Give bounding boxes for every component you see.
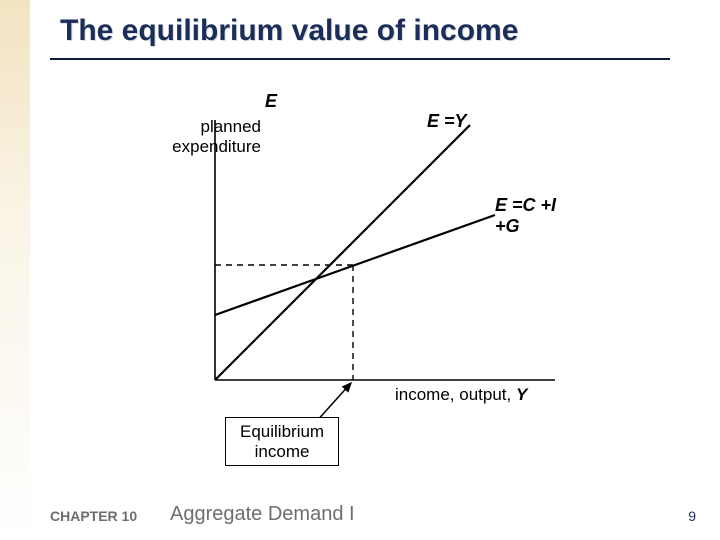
decorative-left-stripe bbox=[0, 0, 30, 540]
footer-title: Aggregate Demand I bbox=[170, 503, 355, 526]
y-axis-description: planned expenditure bbox=[165, 117, 261, 156]
x-axis-text: income, output, bbox=[395, 385, 516, 404]
label-45-line: E =Y bbox=[427, 111, 467, 132]
planned-line2: expenditure bbox=[172, 137, 261, 156]
label-expenditure-line: E =C +I +G bbox=[495, 195, 575, 237]
keynesian-cross-diagram: E planned expenditure E =Y E =C +I +G in… bbox=[195, 95, 575, 405]
callout-line1: Equilibrium bbox=[240, 422, 324, 441]
equilibrium-callout: Equilibrium income bbox=[225, 417, 339, 466]
callout-line2: income bbox=[255, 442, 310, 461]
planned-expenditure-line bbox=[215, 215, 495, 315]
y-axis-variable-label: E bbox=[265, 91, 277, 112]
title-underline bbox=[50, 58, 670, 60]
x-axis-label: income, output, Y bbox=[395, 385, 527, 405]
page-number: 9 bbox=[688, 508, 696, 524]
line-45-degree bbox=[215, 125, 470, 380]
planned-line1: planned bbox=[200, 117, 261, 136]
slide-title: The equilibrium value of income bbox=[60, 14, 518, 48]
footer-chapter: CHAPTER 10 bbox=[50, 508, 137, 524]
x-axis-variable: Y bbox=[516, 385, 527, 404]
